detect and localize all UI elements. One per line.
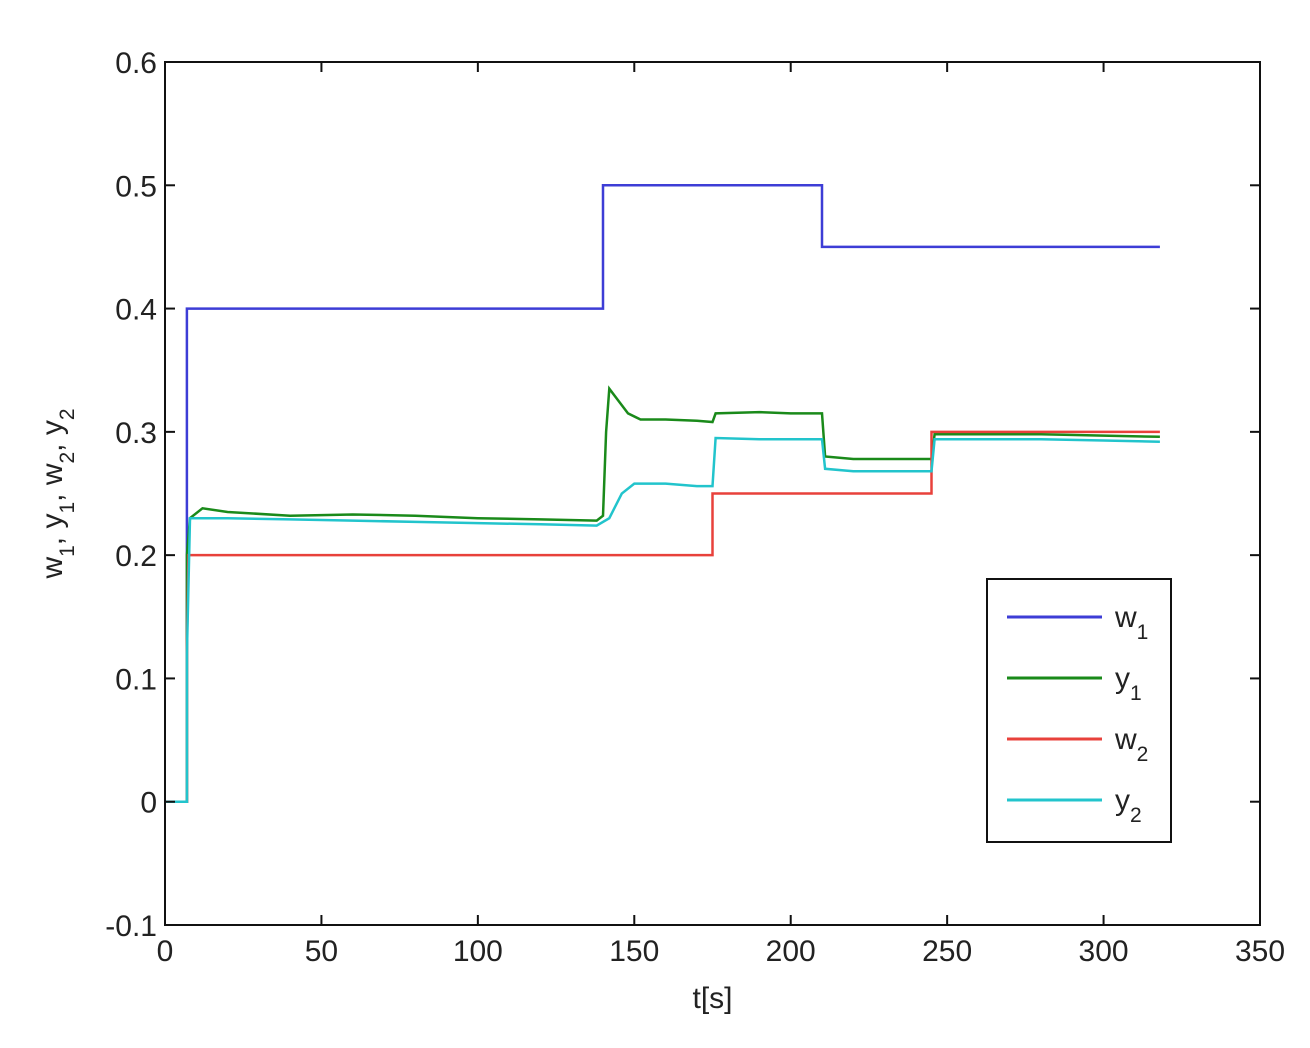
y-tick-label: 0.3 [115, 417, 157, 450]
x-axis-label: t[s] [692, 982, 732, 1015]
legend-label-y1: y1 [1115, 662, 1142, 705]
x-tick-label: 350 [1235, 935, 1285, 968]
plot-lines [165, 184, 1160, 803]
x-tick-label: 100 [453, 935, 503, 968]
y-tick-label: 0.2 [115, 540, 157, 573]
legend: w1 y1 w2 y2 [986, 578, 1172, 843]
x-tick-label: 50 [305, 935, 338, 968]
legend-label-y2: y2 [1115, 784, 1142, 827]
y-tick-label: -0.1 [105, 910, 157, 943]
y-tick-label: 0.1 [115, 663, 157, 696]
x-tick-label: 200 [766, 935, 816, 968]
x-tick-label: 250 [922, 935, 972, 968]
x-tick-label: 300 [1079, 935, 1129, 968]
legend-label-w1: w1 [1114, 601, 1148, 644]
y-tick-label: 0.6 [115, 47, 157, 80]
y-tick-label: 0.4 [115, 294, 157, 327]
series-line-y2 [165, 436, 1160, 803]
x-tick-label: 150 [609, 935, 659, 968]
legend-label-w2: w2 [1114, 723, 1148, 766]
axis-ticks [164, 61, 1261, 926]
y-tick-label: 0.5 [115, 170, 157, 203]
x-tick-label: 0 [157, 935, 174, 968]
tick-labels: 0 50 100 150 200 250 300 350-0.100.10.20.30.40.… [105, 47, 1285, 968]
y-tick-label: 0 [140, 787, 157, 820]
y-axis-label: w1, y1, w2, y2 [36, 408, 79, 579]
legend-box [986, 578, 1172, 843]
plot-frame [164, 61, 1261, 926]
series-line-y1 [165, 385, 1160, 803]
